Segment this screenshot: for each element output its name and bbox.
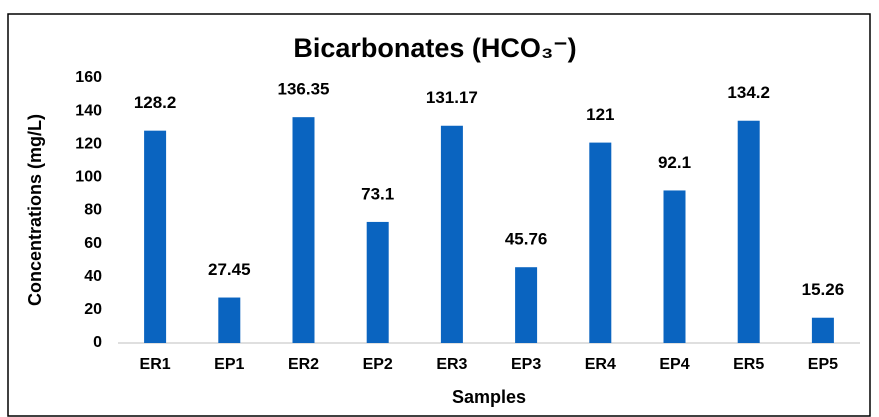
y-tick-label: 100 [75,169,102,186]
bar [737,120,760,343]
x-tick-label: ER5 [733,356,764,373]
x-tick-label: ER3 [436,356,467,373]
y-tick-label: 160 [75,69,102,86]
x-tick-label: EP4 [659,356,689,373]
x-tick-label: ER4 [585,356,616,373]
data-label: 136.35 [278,80,330,99]
bar [589,142,612,343]
y-tick-label: 0 [93,334,102,351]
y-tick-label: 120 [75,135,102,152]
x-tick-label: EP5 [808,356,838,373]
y-tick-label: 40 [84,268,102,285]
data-label: 45.76 [505,230,548,249]
x-axis-label: Samples [452,387,526,407]
y-axis-label: Concentrations (mg/L) [25,114,45,306]
x-tick-label: ER1 [140,356,171,373]
data-label: 92.1 [658,153,691,172]
data-label: 73.1 [361,184,394,203]
bar [292,117,315,343]
bar [663,190,686,343]
data-label: 15.26 [802,280,845,299]
data-label: 128.2 [134,93,177,112]
y-tick-label: 20 [84,301,102,318]
y-tick-label: 60 [84,235,102,252]
bar [515,267,538,343]
bar [440,125,463,343]
bar [144,130,167,343]
bar [218,297,241,343]
bar [366,221,389,343]
x-tick-label: EP3 [511,356,541,373]
y-tick-label: 80 [84,202,102,219]
data-label: 131.17 [426,88,478,107]
chart-title: Bicarbonates (HCO₃⁻) [293,33,576,63]
data-label: 121 [586,105,614,124]
x-tick-label: EP1 [214,356,244,373]
bar [811,317,834,343]
data-label: 134.2 [727,83,770,102]
y-tick-label: 140 [75,102,102,119]
data-label: 27.45 [208,260,251,279]
x-tick-label: EP2 [363,356,393,373]
x-tick-label: ER2 [288,356,319,373]
